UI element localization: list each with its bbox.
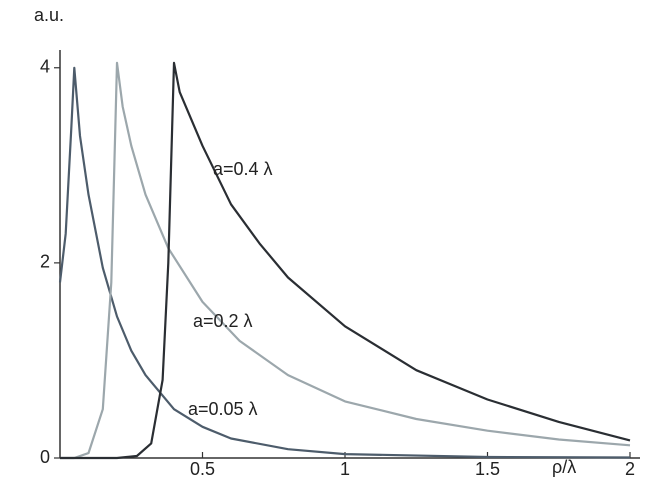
x-tick-label: 1 xyxy=(340,459,350,479)
series-label: a=0.4 λ xyxy=(213,159,273,179)
series-label: a=0.2 λ xyxy=(193,311,253,331)
series-line xyxy=(60,61,631,460)
x-tick-label: 2 xyxy=(625,459,635,479)
y-tick-label: 0 xyxy=(40,447,50,467)
y-axis-label: a.u. xyxy=(34,5,64,25)
y-tick-label: 2 xyxy=(40,252,50,272)
y-tick-label: 4 xyxy=(40,57,50,77)
x-tick-label: 0.5 xyxy=(190,459,215,479)
series-line xyxy=(60,61,631,460)
series-line xyxy=(58,66,631,459)
series-label: a=0.05 λ xyxy=(188,399,258,419)
x-tick-label: 1.5 xyxy=(475,459,500,479)
x-axis-label: ρ/λ xyxy=(552,457,576,477)
